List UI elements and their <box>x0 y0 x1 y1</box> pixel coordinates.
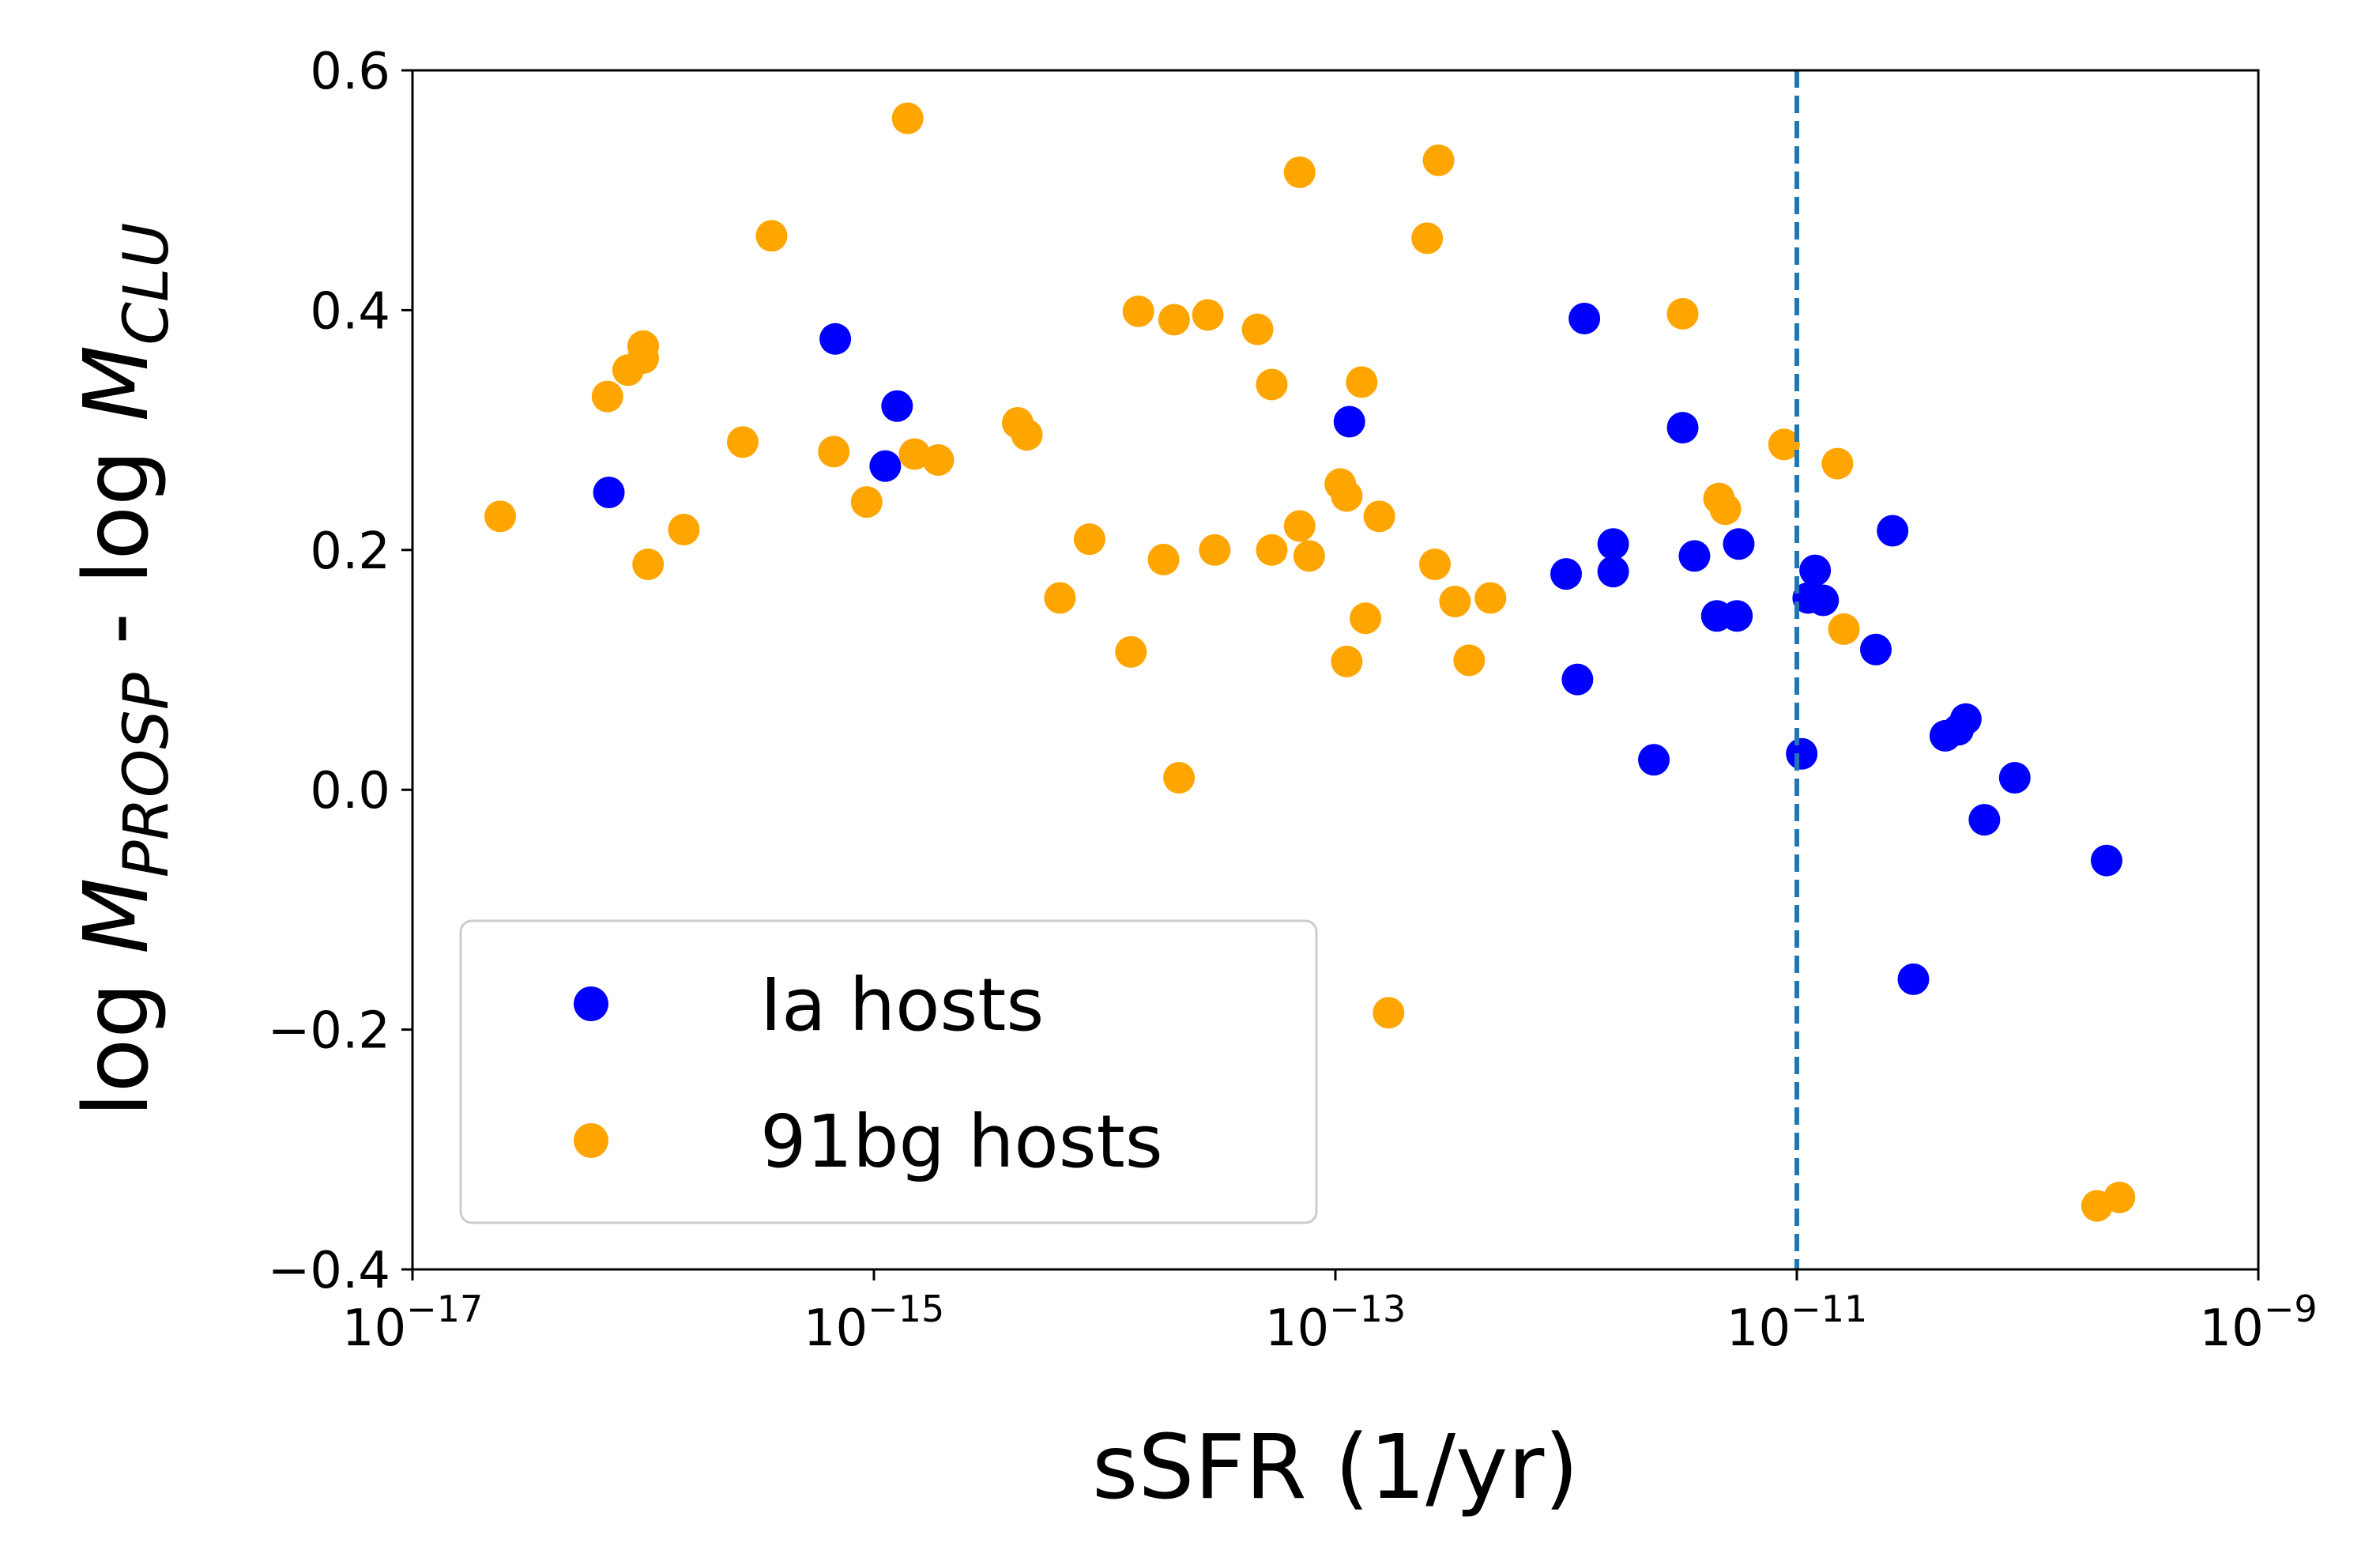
bg91-host-point <box>1474 582 1507 614</box>
x-axis-ticks: 10−17 10−15 10−13 10−11 10−9 <box>342 1269 2318 1358</box>
bg91-host-point <box>1158 304 1190 336</box>
y-tick-label: 0.2 <box>310 522 390 581</box>
ia-host-point <box>1721 600 1753 632</box>
x-tick-label: 10−9 <box>2199 1288 2317 1358</box>
ia-host-point <box>1561 663 1594 696</box>
bg91-host-point <box>891 102 924 134</box>
y-axis-ticks: 0.6 0.4 0.2 0.0 −0.2 −0.4 <box>268 43 412 1300</box>
bg91-host-point <box>818 436 850 468</box>
bg91-host-point <box>1163 762 1196 794</box>
bg91-host-point <box>726 426 759 458</box>
bg91-host-point <box>1709 493 1742 526</box>
ia-host-point <box>1550 558 1582 590</box>
bg91-host-point <box>1283 156 1316 188</box>
ia-host-point <box>1666 412 1699 444</box>
legend-label: Ia hosts <box>760 963 1044 1047</box>
bg91-host-point <box>1331 645 1363 677</box>
y-tick-label: 0.0 <box>310 762 390 820</box>
ia-host-point <box>1333 405 1365 438</box>
ia-host-point <box>1638 744 1670 776</box>
bg91-host-point <box>1256 534 1288 566</box>
bg91-host-point <box>1363 500 1395 533</box>
bg91-host-point <box>591 380 623 413</box>
x-tick-label: 10−15 <box>804 1288 945 1358</box>
bg91-host-point <box>1147 543 1180 575</box>
ia-host-point <box>1998 762 2031 794</box>
bg91-host-point <box>755 220 788 252</box>
ia-host-point <box>1786 737 1818 770</box>
bg91-host-point <box>1422 144 1455 176</box>
ia-host-point <box>869 450 902 482</box>
bg91-host-point <box>1411 222 1444 255</box>
ia-host-point <box>1968 804 2001 836</box>
bg91-host-point <box>1768 428 1800 461</box>
y-tick-label: 0.6 <box>310 43 390 101</box>
x-tick-label: 10−13 <box>1265 1288 1407 1358</box>
bg91-host-point <box>668 514 700 546</box>
bg91-host-point <box>1199 534 1231 566</box>
bg91-host-point <box>1331 480 1363 512</box>
ia-host-point <box>1678 540 1711 572</box>
bg91-host-point <box>1453 644 1486 677</box>
bg91-host-point <box>1192 299 1224 331</box>
y-tick-label: −0.2 <box>268 1002 390 1061</box>
legend-marker <box>574 986 608 1021</box>
data-points <box>484 102 2136 1222</box>
y-tick-label: 0.4 <box>310 282 390 341</box>
ia-host-point <box>1597 556 1629 588</box>
bg91-host-point <box>1293 540 1325 572</box>
bg91-host-point <box>1115 635 1147 668</box>
x-tick-label: 10−17 <box>342 1288 484 1358</box>
bg91-host-point <box>484 500 517 533</box>
ia-host-point <box>1877 515 1909 547</box>
bg91-host-point <box>1346 366 1378 398</box>
bg91-host-point <box>627 342 659 375</box>
ia-host-point <box>1568 303 1601 335</box>
y-axis-title: log MPROSP - log MCLU <box>66 223 183 1118</box>
bg91-host-point <box>1439 586 1471 618</box>
ia-host-point <box>1799 554 1832 586</box>
ia-host-point <box>593 476 625 508</box>
legend-box <box>459 919 1318 1224</box>
x-tick-label: 10−11 <box>1727 1288 1868 1358</box>
ia-host-point <box>1807 584 1840 617</box>
bg91-host-point <box>1044 582 1076 614</box>
bg91-host-point <box>1821 447 1854 480</box>
ia-host-point <box>819 322 852 355</box>
bg91-host-point <box>1256 368 1288 401</box>
ia-host-point <box>2090 844 2122 877</box>
bg91-host-point <box>2103 1181 2136 1213</box>
bg91-host-point <box>1122 295 1154 327</box>
bg91-host-point <box>1350 602 1382 635</box>
ia-host-point <box>1723 528 1755 560</box>
bg91-host-point <box>1241 313 1274 345</box>
bg91-host-point <box>1011 419 1043 451</box>
bg91-host-point <box>1666 297 1699 330</box>
bg91-host-point <box>1073 523 1105 556</box>
bg91-host-point <box>922 444 955 477</box>
bg91-host-point <box>1828 613 1860 645</box>
y-tick-label: −0.4 <box>268 1242 390 1300</box>
ia-host-point <box>1597 528 1629 560</box>
bg91-host-point <box>1418 549 1451 581</box>
bg91-host-point <box>898 438 931 470</box>
bg91-host-point <box>1283 510 1316 542</box>
ia-host-point <box>881 390 913 422</box>
legend: Ia hosts 91bg hosts <box>459 919 1318 1224</box>
legend-marker <box>574 1123 608 1158</box>
bg91-host-point <box>632 549 665 581</box>
ia-host-point <box>1897 963 1930 995</box>
ia-host-point <box>1859 633 1892 666</box>
x-axis-title: sSFR (1/yr) <box>1092 1416 1579 1519</box>
bg91-host-point <box>850 486 883 519</box>
ia-host-point <box>1949 703 1982 735</box>
legend-label: 91bg hosts <box>760 1099 1163 1184</box>
bg91-host-point <box>1373 997 1405 1029</box>
